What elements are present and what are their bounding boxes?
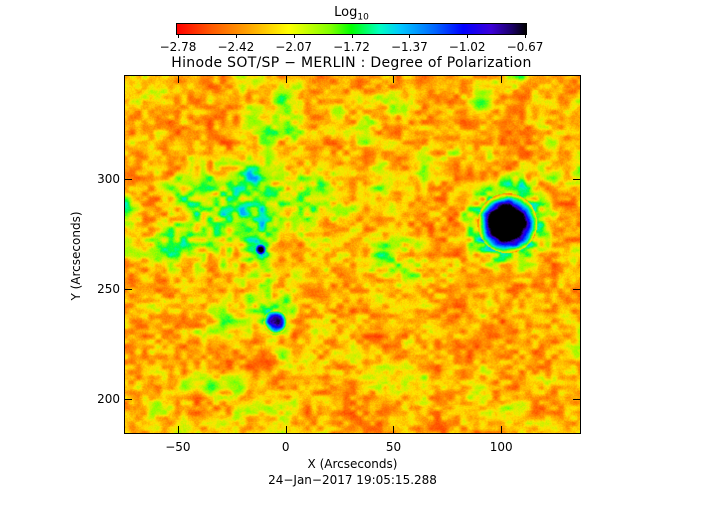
colorbar-tick: [178, 34, 179, 38]
colorbar-tick-label: −2.78: [159, 40, 197, 54]
heatmap-image: [125, 76, 580, 433]
y-tick-label: 300: [97, 171, 120, 186]
y-tick: [125, 398, 132, 400]
x-tick: [285, 76, 287, 83]
x-tick: [177, 76, 179, 83]
colorbar-tick-label: −1.72: [333, 40, 370, 54]
x-tick-label: 50: [385, 440, 402, 454]
colorbar-tick-label: −1.02: [448, 40, 486, 54]
colorbar-label: Log10: [334, 5, 369, 23]
y-tick: [573, 288, 580, 290]
observation-timestamp: 24−Jan−2017 19:05:15.288: [268, 473, 437, 487]
x-tick: [393, 426, 395, 433]
x-tick: [393, 76, 395, 83]
x-axis-label: X (Arcseconds): [307, 457, 398, 471]
y-tick-label: 250: [97, 281, 120, 296]
colorbar-tick-label: −1.37: [390, 40, 428, 54]
colorbar-tick-label: −0.67: [506, 40, 544, 54]
colorbar-tick: [235, 34, 237, 38]
colorbar-tick-label: −2.07: [275, 40, 313, 54]
y-tick: [573, 178, 580, 180]
polarization-map: [124, 75, 581, 434]
colorbar-tick: [293, 34, 295, 38]
colorbar-tick: [409, 34, 411, 38]
x-tick-label: −50: [165, 440, 191, 454]
x-tick-label: 100: [489, 440, 513, 454]
x-tick: [177, 426, 179, 433]
y-axis-label: Y (Arcseconds): [69, 211, 83, 301]
colorbar-tick: [467, 34, 469, 38]
colorbar-tick-label: −2.42: [217, 40, 255, 54]
x-tick: [285, 426, 287, 433]
colorbar-tick: [525, 34, 526, 38]
colorbar-tick: [351, 34, 353, 38]
y-tick: [573, 398, 580, 400]
y-tick-label: 200: [97, 391, 120, 406]
x-tick: [501, 76, 503, 83]
chart-title: Hinode SOT/SP − MERLIN : Degree of Polar…: [171, 55, 532, 71]
x-tick: [501, 426, 503, 433]
y-tick: [125, 288, 132, 290]
x-tick-label: 0: [281, 440, 290, 454]
y-tick: [125, 178, 132, 180]
